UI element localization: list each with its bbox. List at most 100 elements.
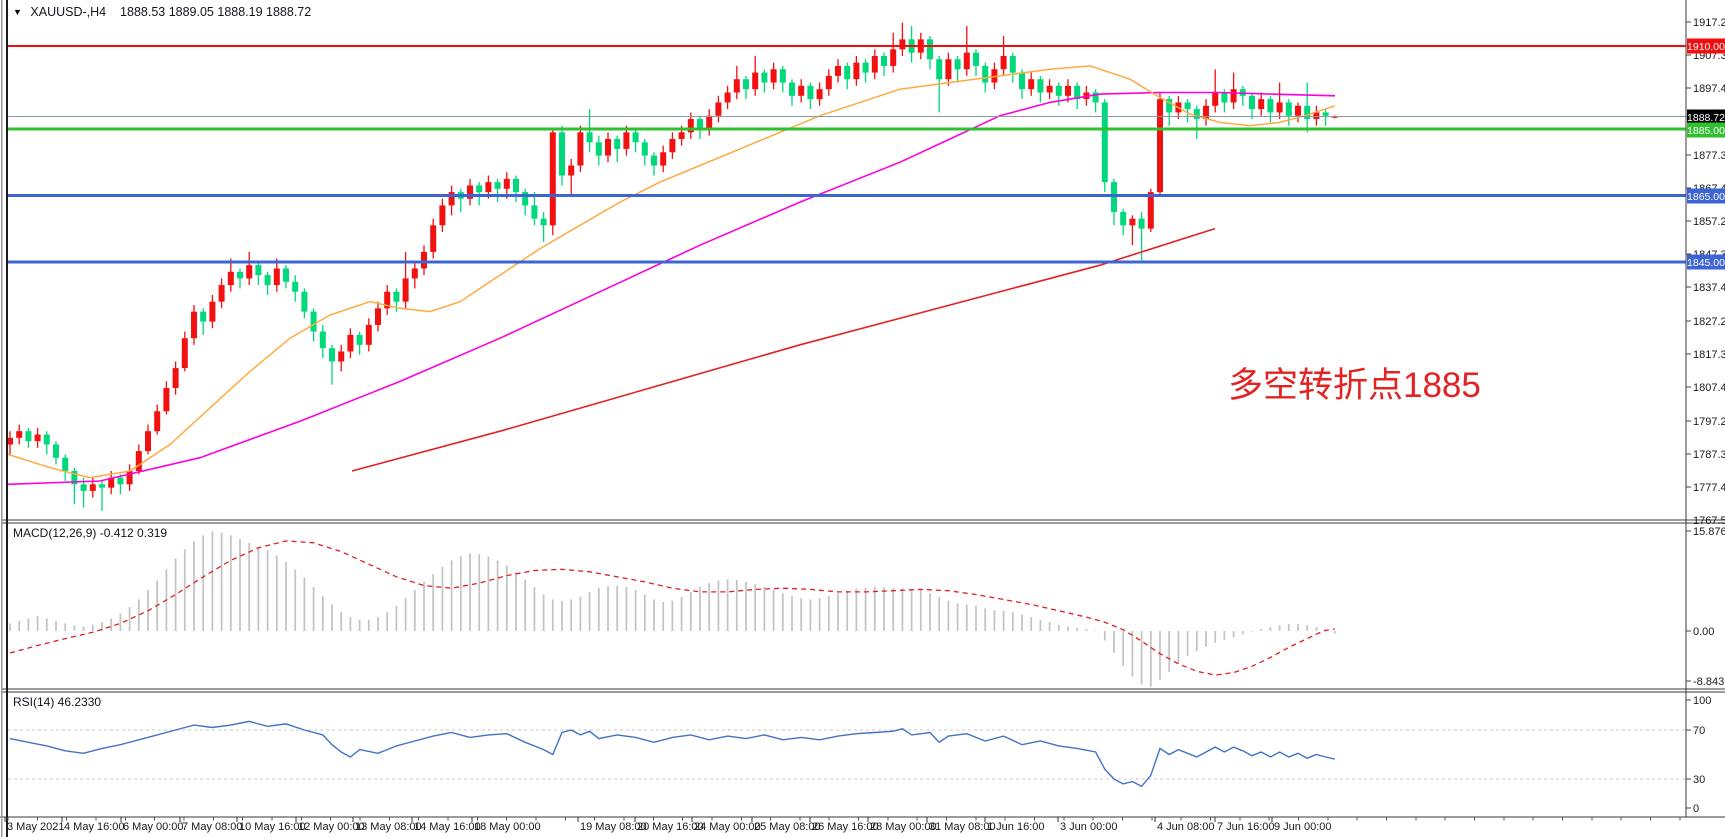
candle — [145, 431, 151, 452]
candle — [825, 75, 832, 90]
ma-slow-line — [351, 227, 1216, 472]
candle — [816, 89, 823, 100]
candle — [651, 155, 657, 166]
time-label[interactable]: 13 May 08:00 — [355, 821, 422, 833]
time-label[interactable]: 7 Jun 16:00 — [1217, 821, 1275, 833]
time-label[interactable]: 3 Jun 00:00 — [1060, 821, 1118, 833]
time-label[interactable]: 25 May 08:00 — [754, 821, 821, 833]
svg-text:1877.30: 1877.30 — [1693, 150, 1725, 162]
candles-group — [7, 22, 1338, 511]
candle — [319, 331, 326, 349]
candle — [448, 192, 455, 206]
symbol-period-label: XAUUSD-,H4 — [30, 5, 107, 19]
candle — [715, 102, 722, 116]
svg-text:1845.00: 1845.00 — [1687, 257, 1725, 269]
candle — [549, 132, 556, 226]
candle — [789, 82, 795, 96]
candle — [273, 268, 280, 286]
candle — [329, 348, 335, 362]
candle — [246, 265, 253, 279]
candle — [209, 301, 216, 322]
candle — [1055, 85, 1062, 96]
time-label[interactable]: 26 May 16:00 — [812, 821, 879, 833]
candle — [135, 451, 142, 472]
time-label[interactable]: 19 May 08:00 — [580, 821, 647, 833]
candle — [439, 205, 446, 226]
candle — [724, 92, 731, 103]
candle — [513, 178, 519, 193]
time-label[interactable]: 12 May 00:00 — [298, 821, 365, 833]
candle — [1111, 182, 1117, 213]
candle — [503, 178, 510, 189]
candle — [1120, 212, 1127, 226]
candle — [1313, 112, 1320, 120]
macd-indicator-label: MACD(12,26,9) -0.412 0.319 — [13, 526, 168, 540]
time-label[interactable]: 14 May 16:00 — [414, 821, 481, 833]
candle — [365, 324, 372, 345]
candle — [1285, 102, 1292, 116]
moving-averages-group — [7, 65, 1336, 486]
svg-text:1797.20: 1797.20 — [1693, 416, 1725, 428]
candle — [871, 55, 878, 73]
candle — [384, 291, 391, 309]
candle — [117, 477, 124, 485]
time-label[interactable]: 18 May 00:00 — [474, 821, 541, 833]
candle — [899, 39, 906, 50]
candle — [25, 431, 32, 442]
candle — [1295, 105, 1301, 116]
time-label[interactable]: 4 Jun 08:00 — [1157, 821, 1215, 833]
candle — [191, 311, 197, 339]
candle — [1009, 55, 1016, 73]
candle — [779, 69, 786, 83]
candle — [89, 484, 96, 491]
candle — [430, 225, 437, 252]
time-label[interactable]: 10 May 16:00 — [239, 821, 306, 833]
time-label[interactable]: 7 May 08:00 — [182, 821, 243, 833]
time-label[interactable]: 24 May 00:00 — [694, 821, 761, 833]
candle — [1267, 99, 1274, 113]
candle — [595, 142, 602, 156]
candle — [706, 115, 713, 130]
candle — [733, 79, 740, 93]
symbol-dropdown-icon[interactable]: ▼ — [13, 7, 22, 17]
candle — [264, 275, 271, 286]
candle — [200, 311, 207, 322]
svg-text:1767.50: 1767.50 — [1693, 515, 1725, 527]
time-label[interactable]: 20 May 16:00 — [637, 821, 704, 833]
candle — [697, 119, 703, 130]
price-badge-1910.00 — [1687, 38, 1725, 54]
candle — [255, 265, 262, 276]
candle — [356, 334, 363, 345]
candle — [1065, 85, 1071, 96]
candle — [660, 152, 667, 166]
candle — [310, 311, 317, 332]
candle — [641, 142, 648, 156]
rsi-indicator-label: RSI(14) 46.2330 — [13, 695, 102, 709]
candle — [798, 85, 805, 96]
macd-signal-line — [9, 540, 1335, 676]
time-label[interactable]: 1 Jun 16:00 — [987, 821, 1045, 833]
price-badge-1885.00 — [1687, 122, 1725, 138]
ohlc-readout: 1888.53 1889.05 1888.19 1888.72 — [120, 5, 312, 19]
time-label[interactable]: 6 May 00:00 — [123, 821, 184, 833]
time-label[interactable]: 9 Jun 00:00 — [1274, 821, 1332, 833]
candle — [347, 334, 354, 352]
time-label[interactable]: 4 May 16:00 — [64, 821, 125, 833]
candle — [1092, 92, 1099, 103]
candle — [43, 434, 50, 445]
svg-text:70: 70 — [1693, 725, 1705, 737]
svg-text:1885.00: 1885.00 — [1687, 125, 1725, 137]
time-label[interactable]: 28 May 00:00 — [870, 821, 937, 833]
time-label[interactable]: 31 May 08:00 — [929, 821, 996, 833]
candle — [936, 59, 943, 80]
candle — [577, 132, 584, 166]
svg-text:100: 100 — [1693, 695, 1711, 707]
candle — [982, 65, 989, 83]
svg-text:1917.20: 1917.20 — [1693, 17, 1725, 29]
time-label[interactable]: 3 May 2021 — [7, 821, 64, 833]
candle — [218, 285, 225, 302]
candle — [1147, 192, 1154, 229]
candle — [890, 49, 897, 66]
candle — [108, 477, 115, 488]
